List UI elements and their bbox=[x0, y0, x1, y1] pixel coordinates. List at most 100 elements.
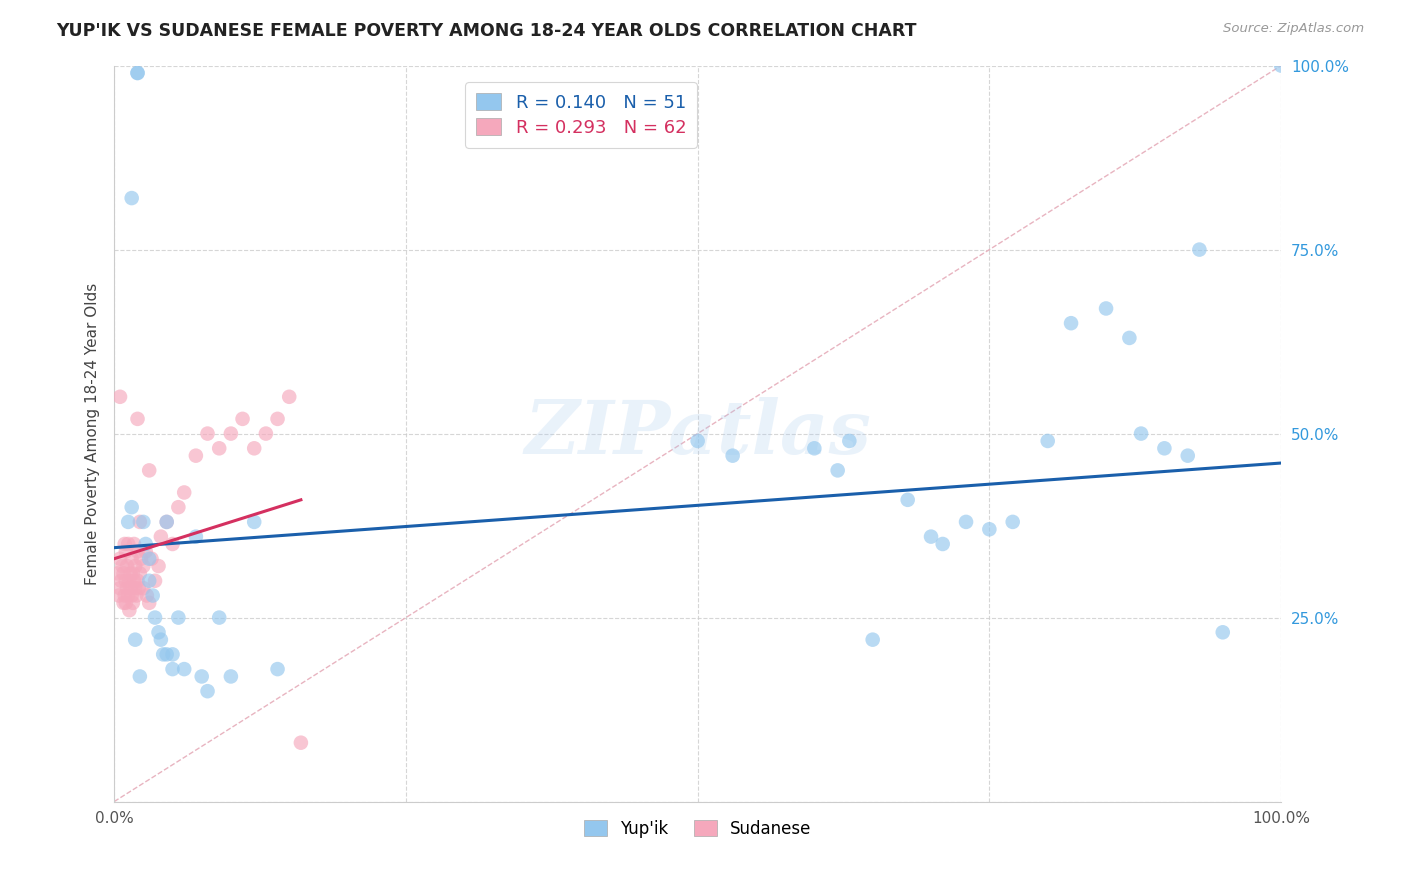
Point bbox=[208, 442, 231, 456]
Point bbox=[110, 574, 132, 588]
Point bbox=[190, 669, 212, 683]
Point bbox=[197, 684, 219, 698]
Point bbox=[1188, 243, 1211, 257]
Point bbox=[1118, 331, 1140, 345]
Point bbox=[219, 426, 242, 441]
Point bbox=[862, 632, 884, 647]
Point bbox=[118, 574, 141, 588]
Point bbox=[232, 412, 254, 426]
Point bbox=[149, 530, 172, 544]
Point bbox=[117, 589, 139, 603]
Point bbox=[208, 610, 231, 624]
Text: Source: ZipAtlas.com: Source: ZipAtlas.com bbox=[1223, 22, 1364, 36]
Point bbox=[1130, 426, 1153, 441]
Point bbox=[135, 544, 157, 558]
Point bbox=[1177, 449, 1199, 463]
Point bbox=[184, 449, 207, 463]
Point bbox=[243, 442, 266, 456]
Point bbox=[156, 515, 179, 529]
Point bbox=[219, 669, 242, 683]
Point bbox=[124, 581, 146, 595]
Point bbox=[149, 632, 172, 647]
Point bbox=[127, 412, 149, 426]
Point bbox=[138, 596, 160, 610]
Point bbox=[148, 559, 170, 574]
Point bbox=[115, 559, 138, 574]
Point bbox=[173, 662, 195, 676]
Point bbox=[1036, 434, 1059, 448]
Point bbox=[162, 537, 184, 551]
Point bbox=[117, 537, 139, 551]
Point bbox=[114, 537, 136, 551]
Point bbox=[107, 566, 129, 581]
Point bbox=[132, 515, 155, 529]
Point bbox=[115, 581, 138, 595]
Point bbox=[108, 390, 131, 404]
Point bbox=[111, 559, 134, 574]
Point bbox=[120, 566, 142, 581]
Point bbox=[124, 559, 146, 574]
Point bbox=[128, 669, 150, 683]
Point bbox=[197, 426, 219, 441]
Point bbox=[162, 662, 184, 676]
Point bbox=[156, 515, 179, 529]
Point bbox=[278, 390, 301, 404]
Point bbox=[290, 736, 312, 750]
Point bbox=[132, 581, 155, 595]
Point bbox=[1001, 515, 1024, 529]
Point bbox=[127, 544, 149, 558]
Point bbox=[721, 449, 744, 463]
Point bbox=[127, 66, 149, 80]
Point bbox=[152, 648, 174, 662]
Point bbox=[128, 515, 150, 529]
Point bbox=[148, 625, 170, 640]
Point bbox=[121, 500, 143, 515]
Point bbox=[266, 412, 288, 426]
Legend: Yup'ik, Sudanese: Yup'ik, Sudanese bbox=[576, 814, 818, 845]
Point bbox=[121, 589, 143, 603]
Point bbox=[931, 537, 953, 551]
Point bbox=[118, 603, 141, 617]
Point bbox=[803, 442, 825, 456]
Point bbox=[115, 574, 138, 588]
Point bbox=[122, 537, 145, 551]
Point bbox=[108, 589, 131, 603]
Point bbox=[827, 463, 849, 477]
Point bbox=[1060, 316, 1083, 330]
Point bbox=[121, 551, 143, 566]
Point bbox=[138, 574, 160, 588]
Point bbox=[125, 589, 148, 603]
Point bbox=[114, 589, 136, 603]
Point bbox=[955, 515, 977, 529]
Point bbox=[121, 566, 143, 581]
Point bbox=[117, 515, 139, 529]
Point bbox=[184, 530, 207, 544]
Point bbox=[167, 500, 190, 515]
Point bbox=[128, 566, 150, 581]
Point bbox=[1270, 59, 1292, 73]
Point bbox=[897, 492, 920, 507]
Point bbox=[135, 589, 157, 603]
Point bbox=[141, 551, 163, 566]
Point bbox=[142, 589, 165, 603]
Point bbox=[115, 596, 138, 610]
Point bbox=[121, 596, 143, 610]
Point bbox=[128, 581, 150, 595]
Text: ZIPatlas: ZIPatlas bbox=[524, 397, 872, 470]
Point bbox=[1095, 301, 1118, 316]
Point bbox=[254, 426, 277, 441]
Point bbox=[108, 551, 131, 566]
Point bbox=[1153, 442, 1175, 456]
Point bbox=[121, 191, 143, 205]
Point bbox=[127, 66, 149, 80]
Y-axis label: Female Poverty Among 18-24 Year Olds: Female Poverty Among 18-24 Year Olds bbox=[86, 283, 100, 585]
Point bbox=[838, 434, 860, 448]
Point bbox=[138, 463, 160, 477]
Point bbox=[156, 648, 179, 662]
Point bbox=[120, 581, 142, 595]
Point bbox=[138, 551, 160, 566]
Point bbox=[135, 537, 157, 551]
Point bbox=[112, 566, 135, 581]
Point bbox=[127, 574, 149, 588]
Point bbox=[129, 551, 152, 566]
